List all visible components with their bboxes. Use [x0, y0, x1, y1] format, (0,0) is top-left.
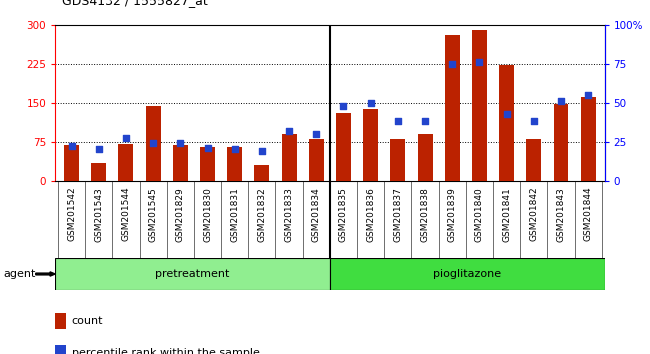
Text: GSM201837: GSM201837 — [393, 187, 402, 242]
Point — [528, 119, 539, 124]
Bar — [417, 134, 432, 181]
Point — [583, 92, 593, 98]
Point — [229, 147, 240, 152]
Bar — [363, 109, 378, 181]
Text: GSM201544: GSM201544 — [122, 187, 131, 241]
Text: GDS4132 / 1555827_at: GDS4132 / 1555827_at — [62, 0, 207, 7]
Point — [338, 103, 348, 109]
Text: GSM201844: GSM201844 — [584, 187, 593, 241]
Point — [447, 61, 458, 67]
Bar — [200, 147, 215, 181]
Bar — [55, 345, 66, 354]
Text: GSM201834: GSM201834 — [312, 187, 321, 241]
Text: pioglitazone: pioglitazone — [433, 269, 501, 279]
Bar — [391, 139, 406, 181]
Bar — [526, 139, 541, 181]
Point — [501, 111, 512, 116]
Point — [365, 100, 376, 105]
Text: GSM201840: GSM201840 — [475, 187, 484, 241]
Bar — [554, 104, 569, 181]
Bar — [445, 35, 460, 181]
Point — [474, 59, 485, 65]
Bar — [330, 258, 604, 290]
Text: GSM201542: GSM201542 — [67, 187, 76, 241]
Text: GSM201841: GSM201841 — [502, 187, 511, 241]
Bar — [55, 313, 66, 329]
Point — [148, 140, 159, 146]
Text: GSM201832: GSM201832 — [257, 187, 266, 241]
Text: GSM201843: GSM201843 — [556, 187, 566, 241]
Point — [202, 145, 213, 151]
Bar — [91, 164, 106, 181]
Point — [121, 136, 131, 141]
Text: GSM201830: GSM201830 — [203, 187, 212, 242]
Text: agent: agent — [3, 269, 36, 279]
Text: count: count — [72, 316, 103, 326]
Bar — [254, 165, 269, 181]
Text: pretreatment: pretreatment — [155, 269, 229, 279]
Bar — [146, 106, 161, 181]
Text: GSM201839: GSM201839 — [448, 187, 457, 242]
Text: GSM201833: GSM201833 — [285, 187, 294, 242]
Bar — [64, 145, 79, 181]
Bar — [281, 134, 296, 181]
Text: GSM201836: GSM201836 — [366, 187, 375, 242]
Point — [393, 119, 403, 124]
Text: GSM201543: GSM201543 — [94, 187, 103, 241]
Bar — [499, 65, 514, 181]
Text: GSM201838: GSM201838 — [421, 187, 430, 242]
Bar — [309, 139, 324, 181]
Point — [257, 148, 267, 154]
Bar — [118, 144, 133, 181]
Bar — [472, 30, 487, 181]
Text: GSM201842: GSM201842 — [529, 187, 538, 241]
Point — [311, 131, 322, 137]
Bar — [227, 147, 242, 181]
Text: GSM201829: GSM201829 — [176, 187, 185, 241]
Bar — [580, 97, 595, 181]
Point — [556, 98, 566, 104]
Point — [175, 140, 185, 146]
Text: GSM201545: GSM201545 — [149, 187, 158, 241]
Point — [420, 119, 430, 124]
Bar — [336, 113, 351, 181]
Bar — [55, 258, 330, 290]
Point — [284, 128, 294, 133]
Text: percentile rank within the sample: percentile rank within the sample — [72, 348, 259, 354]
Text: GSM201831: GSM201831 — [230, 187, 239, 242]
Bar — [173, 145, 188, 181]
Text: GSM201835: GSM201835 — [339, 187, 348, 242]
Point — [94, 147, 104, 152]
Point — [66, 143, 77, 149]
